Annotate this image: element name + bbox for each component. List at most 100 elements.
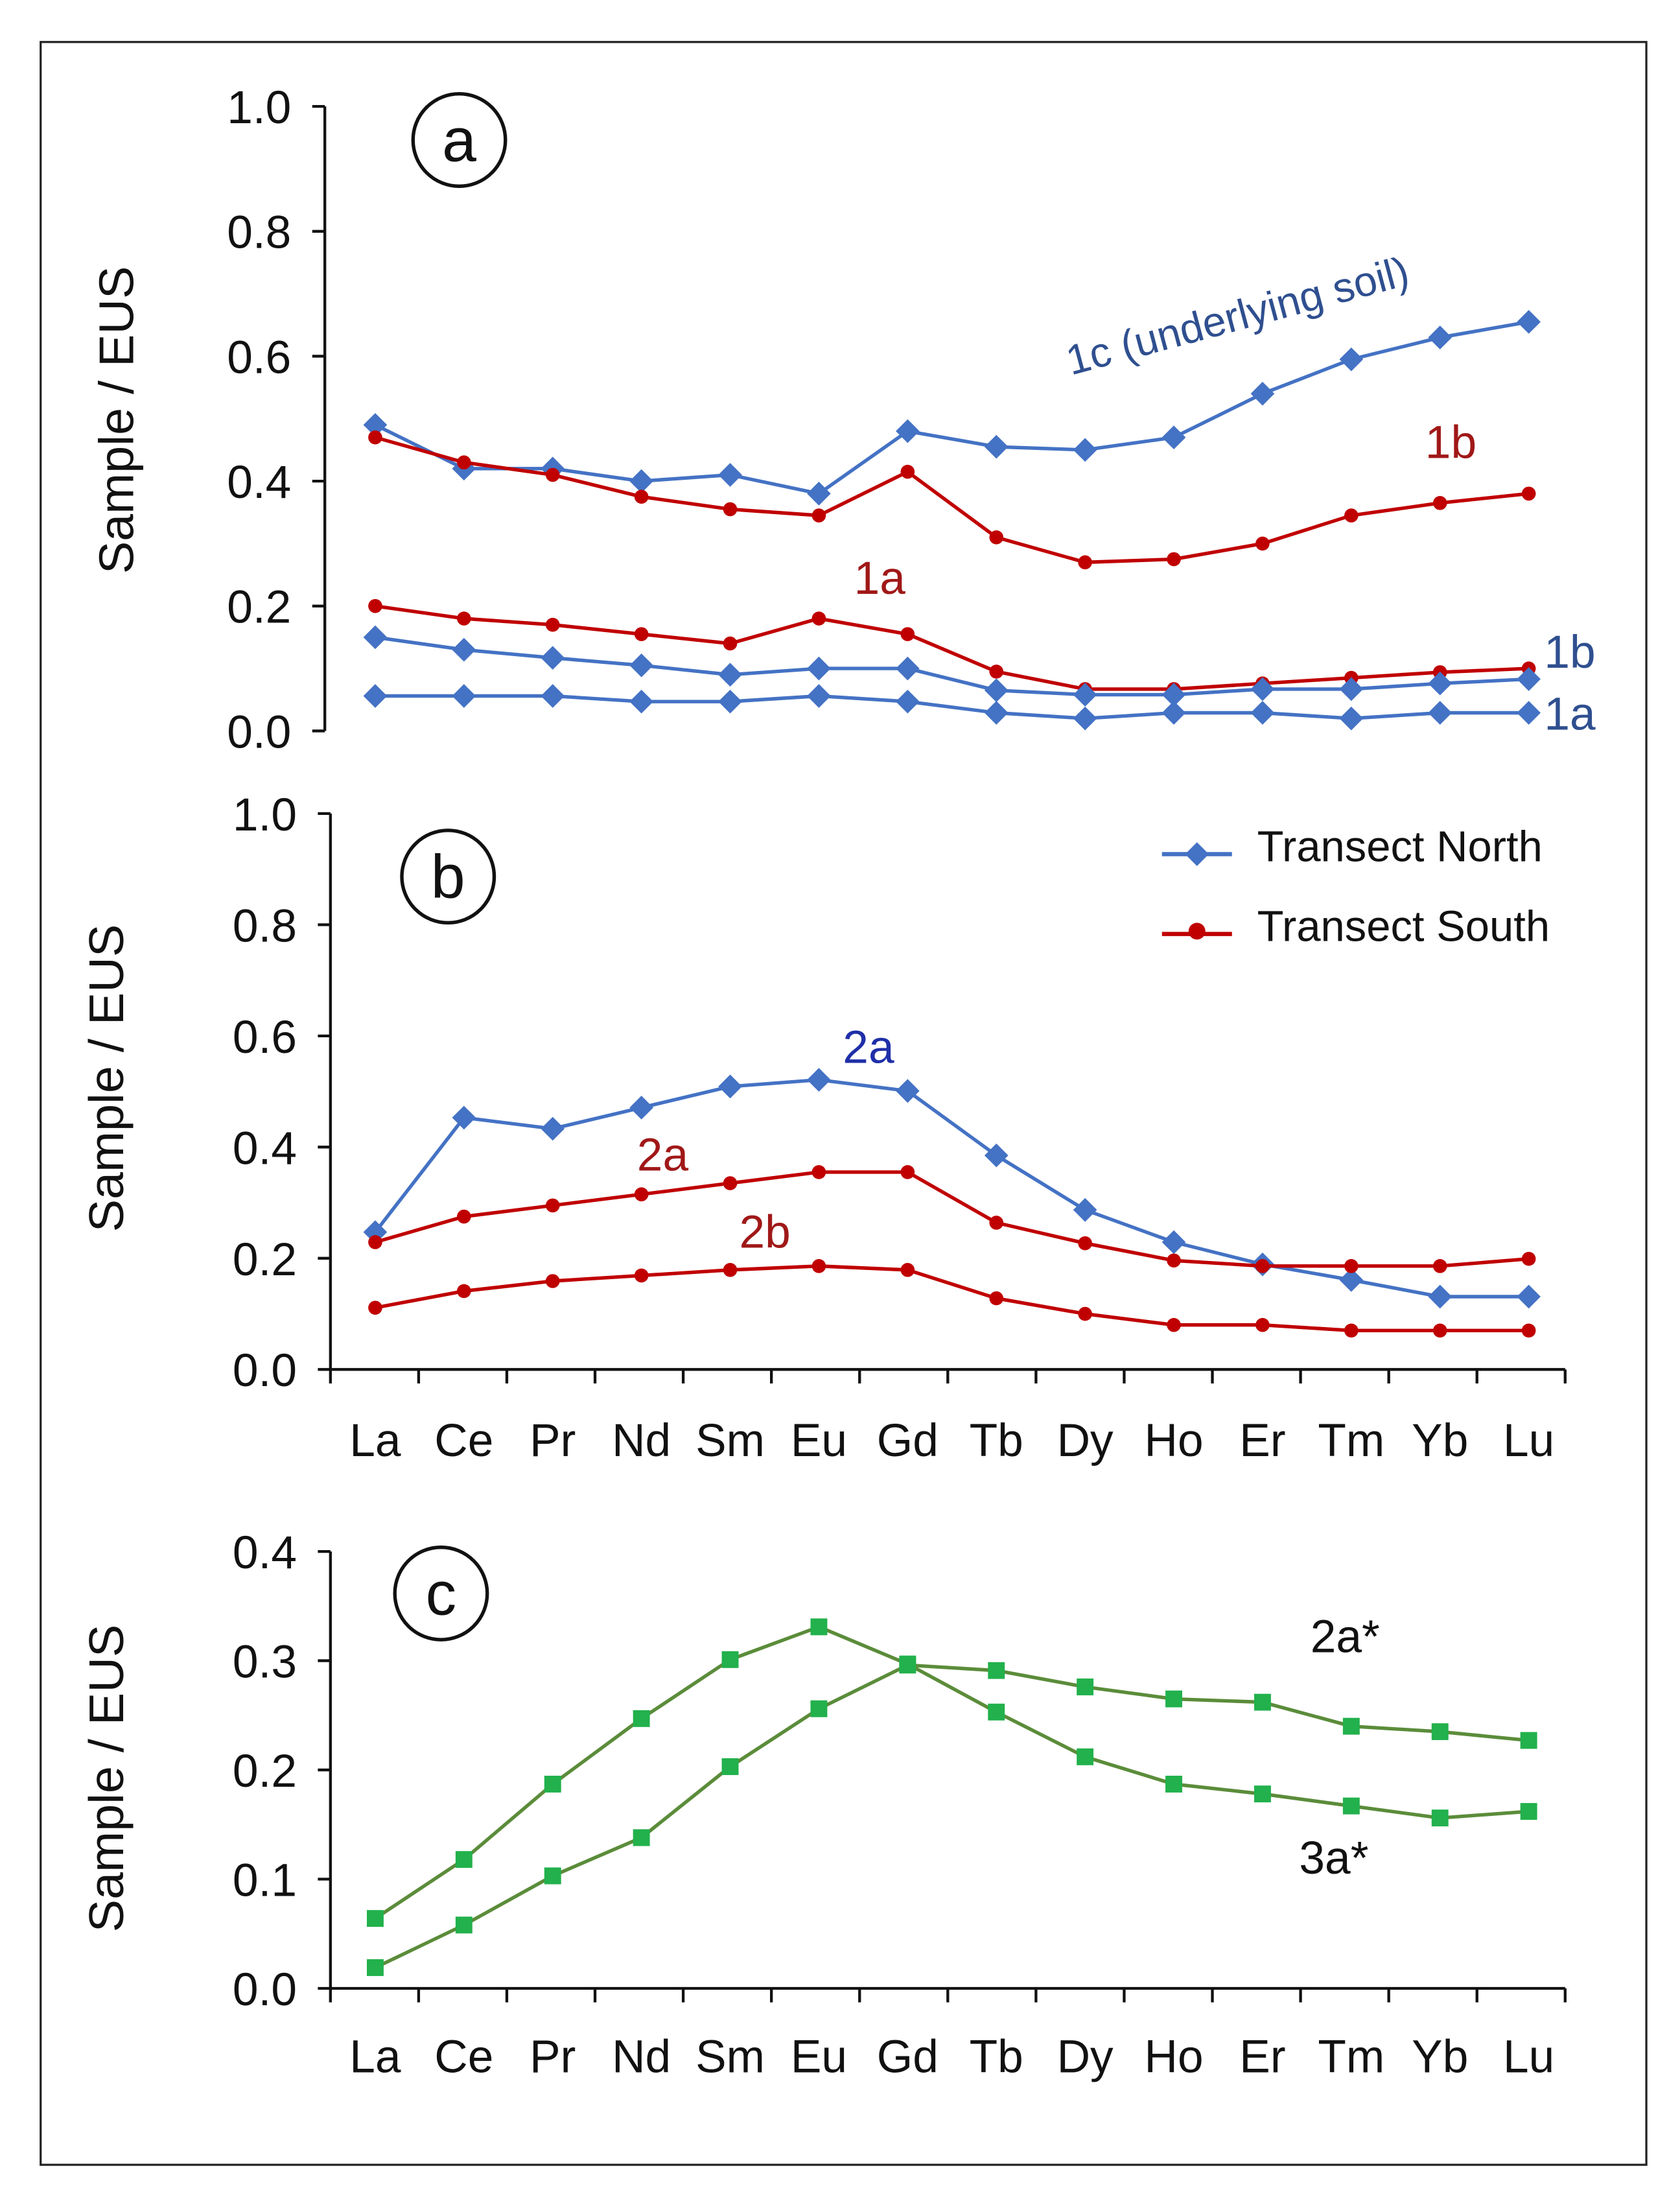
data-point-circle [1432, 1259, 1447, 1273]
y-axis-title: Sample / EUS [80, 924, 134, 1232]
panel-label: a [442, 106, 476, 174]
data-point-circle [1167, 552, 1181, 567]
data-point-circle [723, 636, 738, 651]
data-point-square [1431, 1723, 1449, 1741]
data-point-diamond [984, 434, 1009, 459]
data-point-square [1342, 1717, 1360, 1735]
series-annotation: 3a* [1299, 1832, 1368, 1884]
x-tick-label: Eu [791, 2031, 847, 2083]
data-point-circle [634, 1268, 649, 1283]
data-point-square [455, 1916, 472, 1934]
data-point-circle [1078, 1306, 1092, 1321]
series-line [375, 694, 1529, 720]
y-tick-label: 0.4 [233, 1122, 297, 1174]
x-tick-label: Lu [1503, 1415, 1554, 1466]
x-tick-label: La [349, 1415, 401, 1466]
data-point-circle [634, 627, 649, 641]
data-point-circle [723, 1176, 738, 1190]
data-point-square [1254, 1785, 1271, 1803]
data-point-square [544, 1867, 561, 1885]
y-tick-label: 0.0 [227, 706, 291, 758]
x-tick-label: Tm [1318, 1415, 1384, 1466]
legend-label: Transect South [1257, 902, 1550, 950]
x-tick-label: Pr [530, 1415, 576, 1466]
x-tick-label: Dy [1057, 2031, 1114, 2083]
series-annotation: 1b [1544, 626, 1595, 678]
data-point-circle [368, 430, 382, 445]
data-point-circle [368, 598, 382, 613]
x-tick-label: Tb [970, 2031, 1023, 2083]
legend-circle-icon [1188, 923, 1206, 940]
panel-b: 0.0 0.2 0.4 0.6 0.8 1.0 Sample / EUS La Ce Pr Nd Sm… [80, 789, 1567, 1466]
data-point-diamond [629, 469, 653, 493]
data-point-square [988, 1662, 1005, 1679]
series-annotation: 2a [843, 1021, 894, 1073]
data-point-circle [723, 1263, 738, 1277]
legend-item-south: Transect South [1161, 902, 1550, 950]
data-point-diamond [1428, 701, 1452, 725]
y-tick-label: 0.2 [233, 1745, 297, 1797]
data-point-diamond [1517, 701, 1541, 725]
data-point-square [721, 1651, 739, 1668]
data-point-circle [1255, 536, 1270, 551]
data-point-circle [1255, 1317, 1270, 1332]
series-line [375, 604, 1529, 691]
data-point-circle [900, 464, 915, 479]
data-point-square [1165, 1775, 1182, 1793]
panel-label-circle [393, 1545, 489, 1642]
data-point-diamond [718, 463, 742, 487]
data-point-diamond [541, 646, 565, 670]
series-line [374, 320, 1530, 496]
series-1cunderlyingsoil-north [363, 310, 1541, 506]
data-point-square [1520, 1732, 1537, 1749]
y-tick-label: 0.2 [227, 582, 291, 633]
x-tick-label: Yb [1412, 1415, 1468, 1466]
data-point-diamond [984, 701, 1009, 725]
data-point-circle [368, 1301, 382, 1315]
data-point-diamond [984, 1143, 1009, 1168]
data-point-square [899, 1656, 916, 1674]
series-annotation: 2a [637, 1129, 689, 1181]
data-point-square [544, 1775, 561, 1793]
x-tick-label: Ho [1144, 2031, 1203, 2083]
y-tick-label: 0.4 [227, 456, 291, 508]
y-tick-label: 0.1 [233, 1854, 297, 1906]
data-point-diamond [629, 689, 653, 714]
x-tick-label: Er [1239, 1415, 1285, 1466]
data-point-circle [1344, 508, 1359, 523]
series-line [374, 1625, 1529, 1920]
x-tick-label: Pr [530, 2031, 576, 2083]
x-tick-label: La [349, 2031, 401, 2083]
data-point-circle [900, 1165, 915, 1179]
x-tick-label: Nd [612, 1415, 671, 1466]
x-tick-label: Er [1239, 2031, 1285, 2083]
y-axis-title: Sample / EUS [89, 266, 144, 574]
y-tick-label: 0.6 [227, 331, 291, 383]
x-tick-label: Gd [877, 2031, 939, 2083]
data-point-circle [900, 1263, 915, 1277]
data-point-diamond [363, 1220, 388, 1244]
data-point-diamond [1161, 701, 1186, 725]
x-tick-label: Sm [695, 2031, 765, 2083]
data-point-circle [545, 1198, 560, 1213]
x-tick-label: Nd [612, 2031, 671, 2083]
data-point-square [1165, 1690, 1182, 1708]
data-point-diamond [718, 663, 742, 687]
data-point-square [366, 1910, 384, 1927]
data-point-square [988, 1703, 1005, 1721]
y-tick-label: 0.2 [233, 1234, 297, 1286]
data-point-square [633, 1710, 650, 1727]
data-point-circle [1432, 496, 1447, 510]
data-point-circle [723, 502, 738, 517]
series-annotation: 1b [1425, 416, 1476, 468]
x-tick-label: Ho [1144, 1415, 1203, 1466]
data-point-circle [1078, 555, 1092, 570]
data-point-square [455, 1851, 472, 1868]
data-point-circle [1521, 486, 1536, 501]
y-axis-title: Sample / EUS [80, 1625, 134, 1933]
data-point-circle [457, 1209, 471, 1224]
panel-label: c [426, 1559, 457, 1628]
data-point-circle [1167, 1317, 1181, 1332]
series-2a [366, 1656, 1537, 1976]
